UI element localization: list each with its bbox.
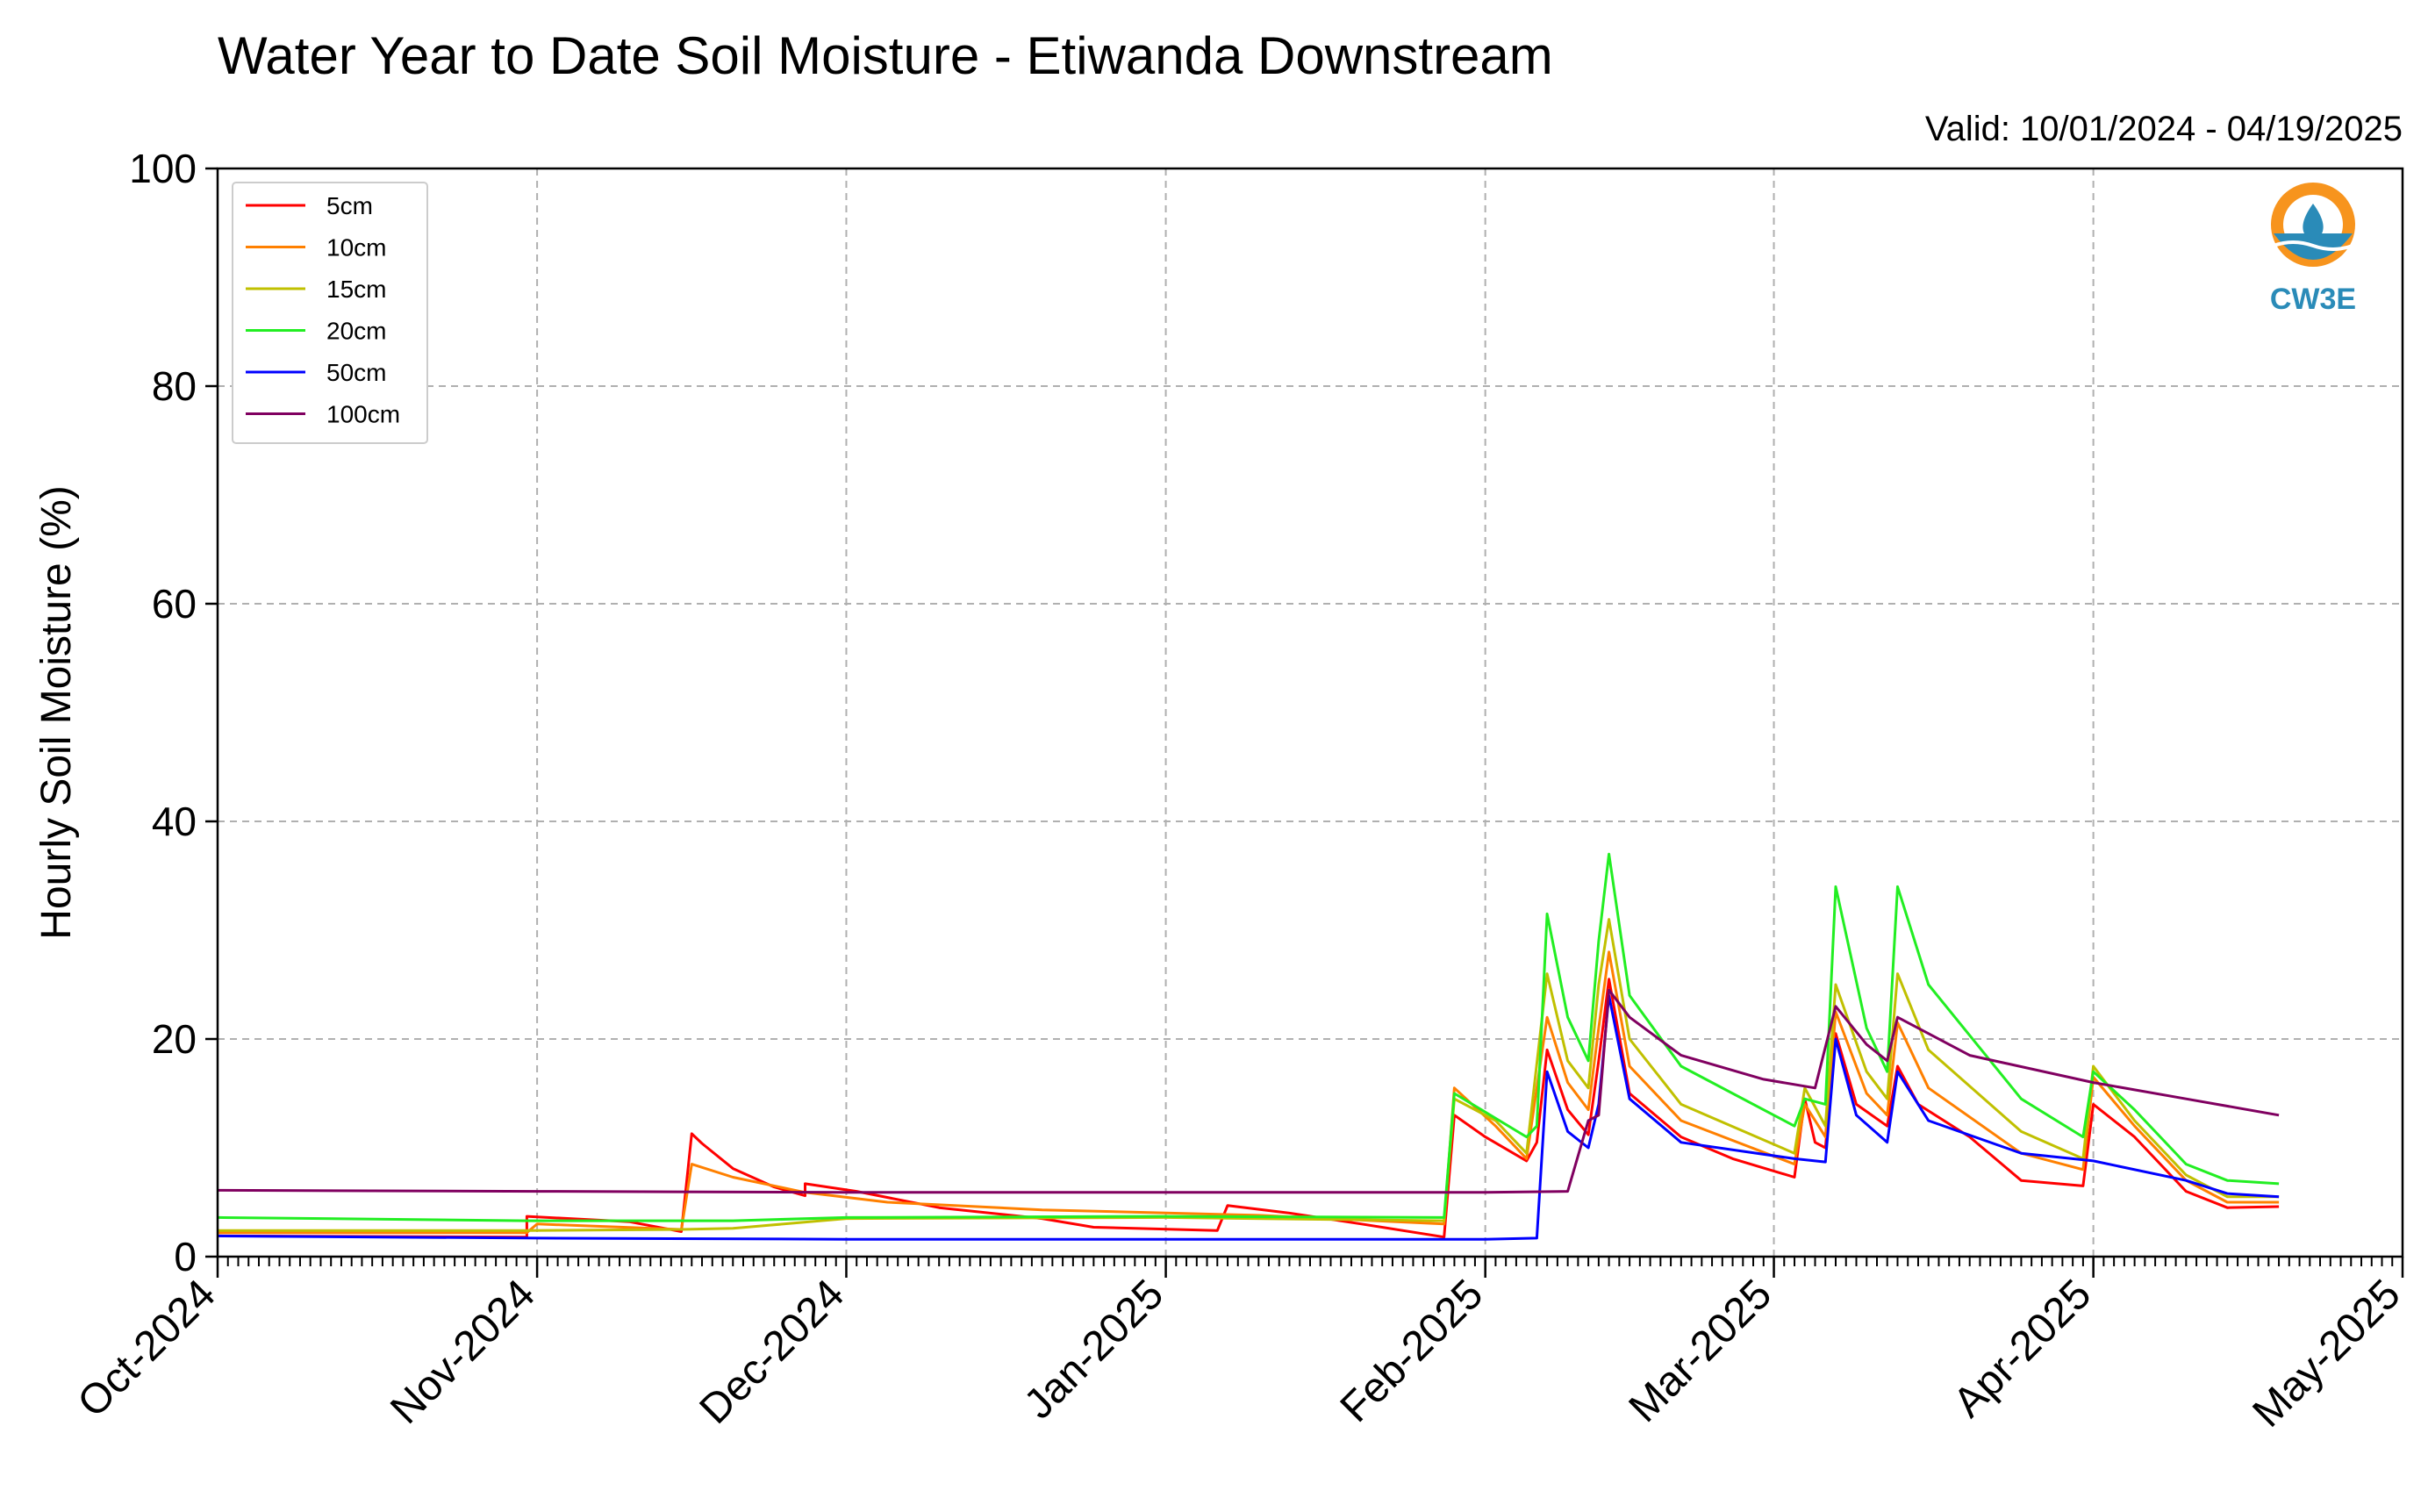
y-axis-label: Hourly Soil Moisture (%) xyxy=(33,485,80,939)
cw3e-logo: CW3E xyxy=(2270,183,2356,316)
legend-label: 5cm xyxy=(326,192,373,219)
series-line-20cm xyxy=(217,852,2280,1222)
x-tick-label: Dec-2024 xyxy=(691,1271,854,1433)
x-tick-label: May-2025 xyxy=(2244,1271,2409,1436)
y-axis-ticks: 0 20 40 60 80 100 xyxy=(129,146,218,1279)
x-axis-ticks: Oct-2024 Nov-2024 Dec-2024 Jan-2025 Feb-2025… xyxy=(69,1257,2410,1437)
series-group xyxy=(217,852,2280,1241)
legend: 5cm 10cm 15cm 20cm 50cm 100cm xyxy=(232,182,428,444)
logo-text: CW3E xyxy=(2270,283,2356,316)
x-tick-label: Nov-2024 xyxy=(382,1271,544,1433)
series-line-50cm xyxy=(217,993,2280,1241)
x-tick-label: Apr-2025 xyxy=(1945,1271,2100,1426)
chart-subtitle: Valid: 10/01/2024 - 04/19/2025 xyxy=(1925,110,2403,148)
legend-label: 10cm xyxy=(326,234,386,262)
x-tick-label: Mar-2025 xyxy=(1621,1271,1781,1431)
x-tick-label: Jan-2025 xyxy=(1015,1271,1172,1428)
y-tick-label: 0 xyxy=(174,1234,197,1279)
series-line-100cm xyxy=(217,988,2280,1194)
x-tick-label: Feb-2025 xyxy=(1332,1271,1493,1431)
series-line-10cm xyxy=(218,950,2280,1235)
y-tick-label: 20 xyxy=(152,1016,197,1062)
y-tick-label: 60 xyxy=(152,581,197,627)
series-line-15cm xyxy=(218,918,2280,1232)
y-tick-label: 80 xyxy=(152,363,197,409)
x-tick-label: Oct-2024 xyxy=(69,1271,225,1426)
plot-frame xyxy=(216,167,2404,1258)
y-tick-label: 40 xyxy=(152,799,197,844)
gridlines xyxy=(218,168,2403,1257)
legend-label: 50cm xyxy=(326,359,386,386)
legend-label: 15cm xyxy=(326,276,386,303)
y-tick-label: 100 xyxy=(129,146,197,191)
legend-label: 20cm xyxy=(326,318,386,345)
logo-droplet-icon xyxy=(2303,204,2324,239)
series-line-5cm xyxy=(217,978,2280,1239)
legend-label: 100cm xyxy=(326,401,400,428)
chart-title: Water Year to Date Soil Moisture - Etiwa… xyxy=(218,26,1553,85)
